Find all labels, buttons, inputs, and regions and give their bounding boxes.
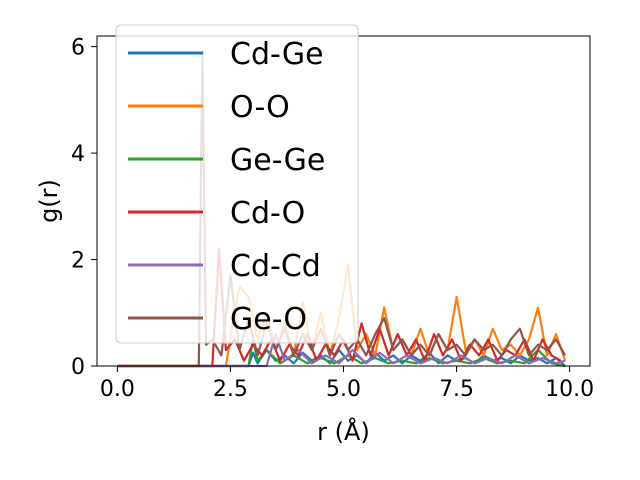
y-axis-ticks: 0 2 4 6 — [71, 36, 97, 380]
legend-label: Cd-O — [230, 196, 305, 231]
legend-label: Cd-Ge — [230, 37, 324, 72]
y-tick-label: 6 — [71, 36, 85, 61]
x-tick-label: 5.0 — [326, 377, 361, 402]
y-tick-label: 0 — [71, 355, 85, 380]
x-tick-label: 10.0 — [545, 377, 594, 402]
y-axis-label: g(r) — [35, 179, 63, 223]
series-line-5 — [117, 50, 567, 368]
y-tick-label: 2 — [71, 249, 85, 274]
legend-label: Cd-Cd — [230, 249, 321, 284]
legend: Cd-Ge O-O Ge-Ge Cd-O Cd-Cd Ge-O — [115, 24, 359, 344]
legend-label: Ge-Ge — [230, 143, 325, 178]
legend-label: Ge-O — [230, 302, 307, 337]
x-tick-label: 2.5 — [213, 377, 248, 402]
y-tick-label: 4 — [71, 142, 85, 167]
series-line-0 — [117, 348, 566, 368]
x-axis-label: r (Å) — [317, 417, 370, 446]
x-tick-label: 0.0 — [100, 377, 135, 402]
x-axis-ticks: 0.0 2.5 5.0 7.5 10.0 — [100, 366, 594, 402]
legend-label: O-O — [230, 90, 290, 125]
x-tick-label: 7.5 — [439, 377, 474, 402]
legend-box — [115, 24, 359, 344]
series-line-4 — [117, 333, 566, 368]
